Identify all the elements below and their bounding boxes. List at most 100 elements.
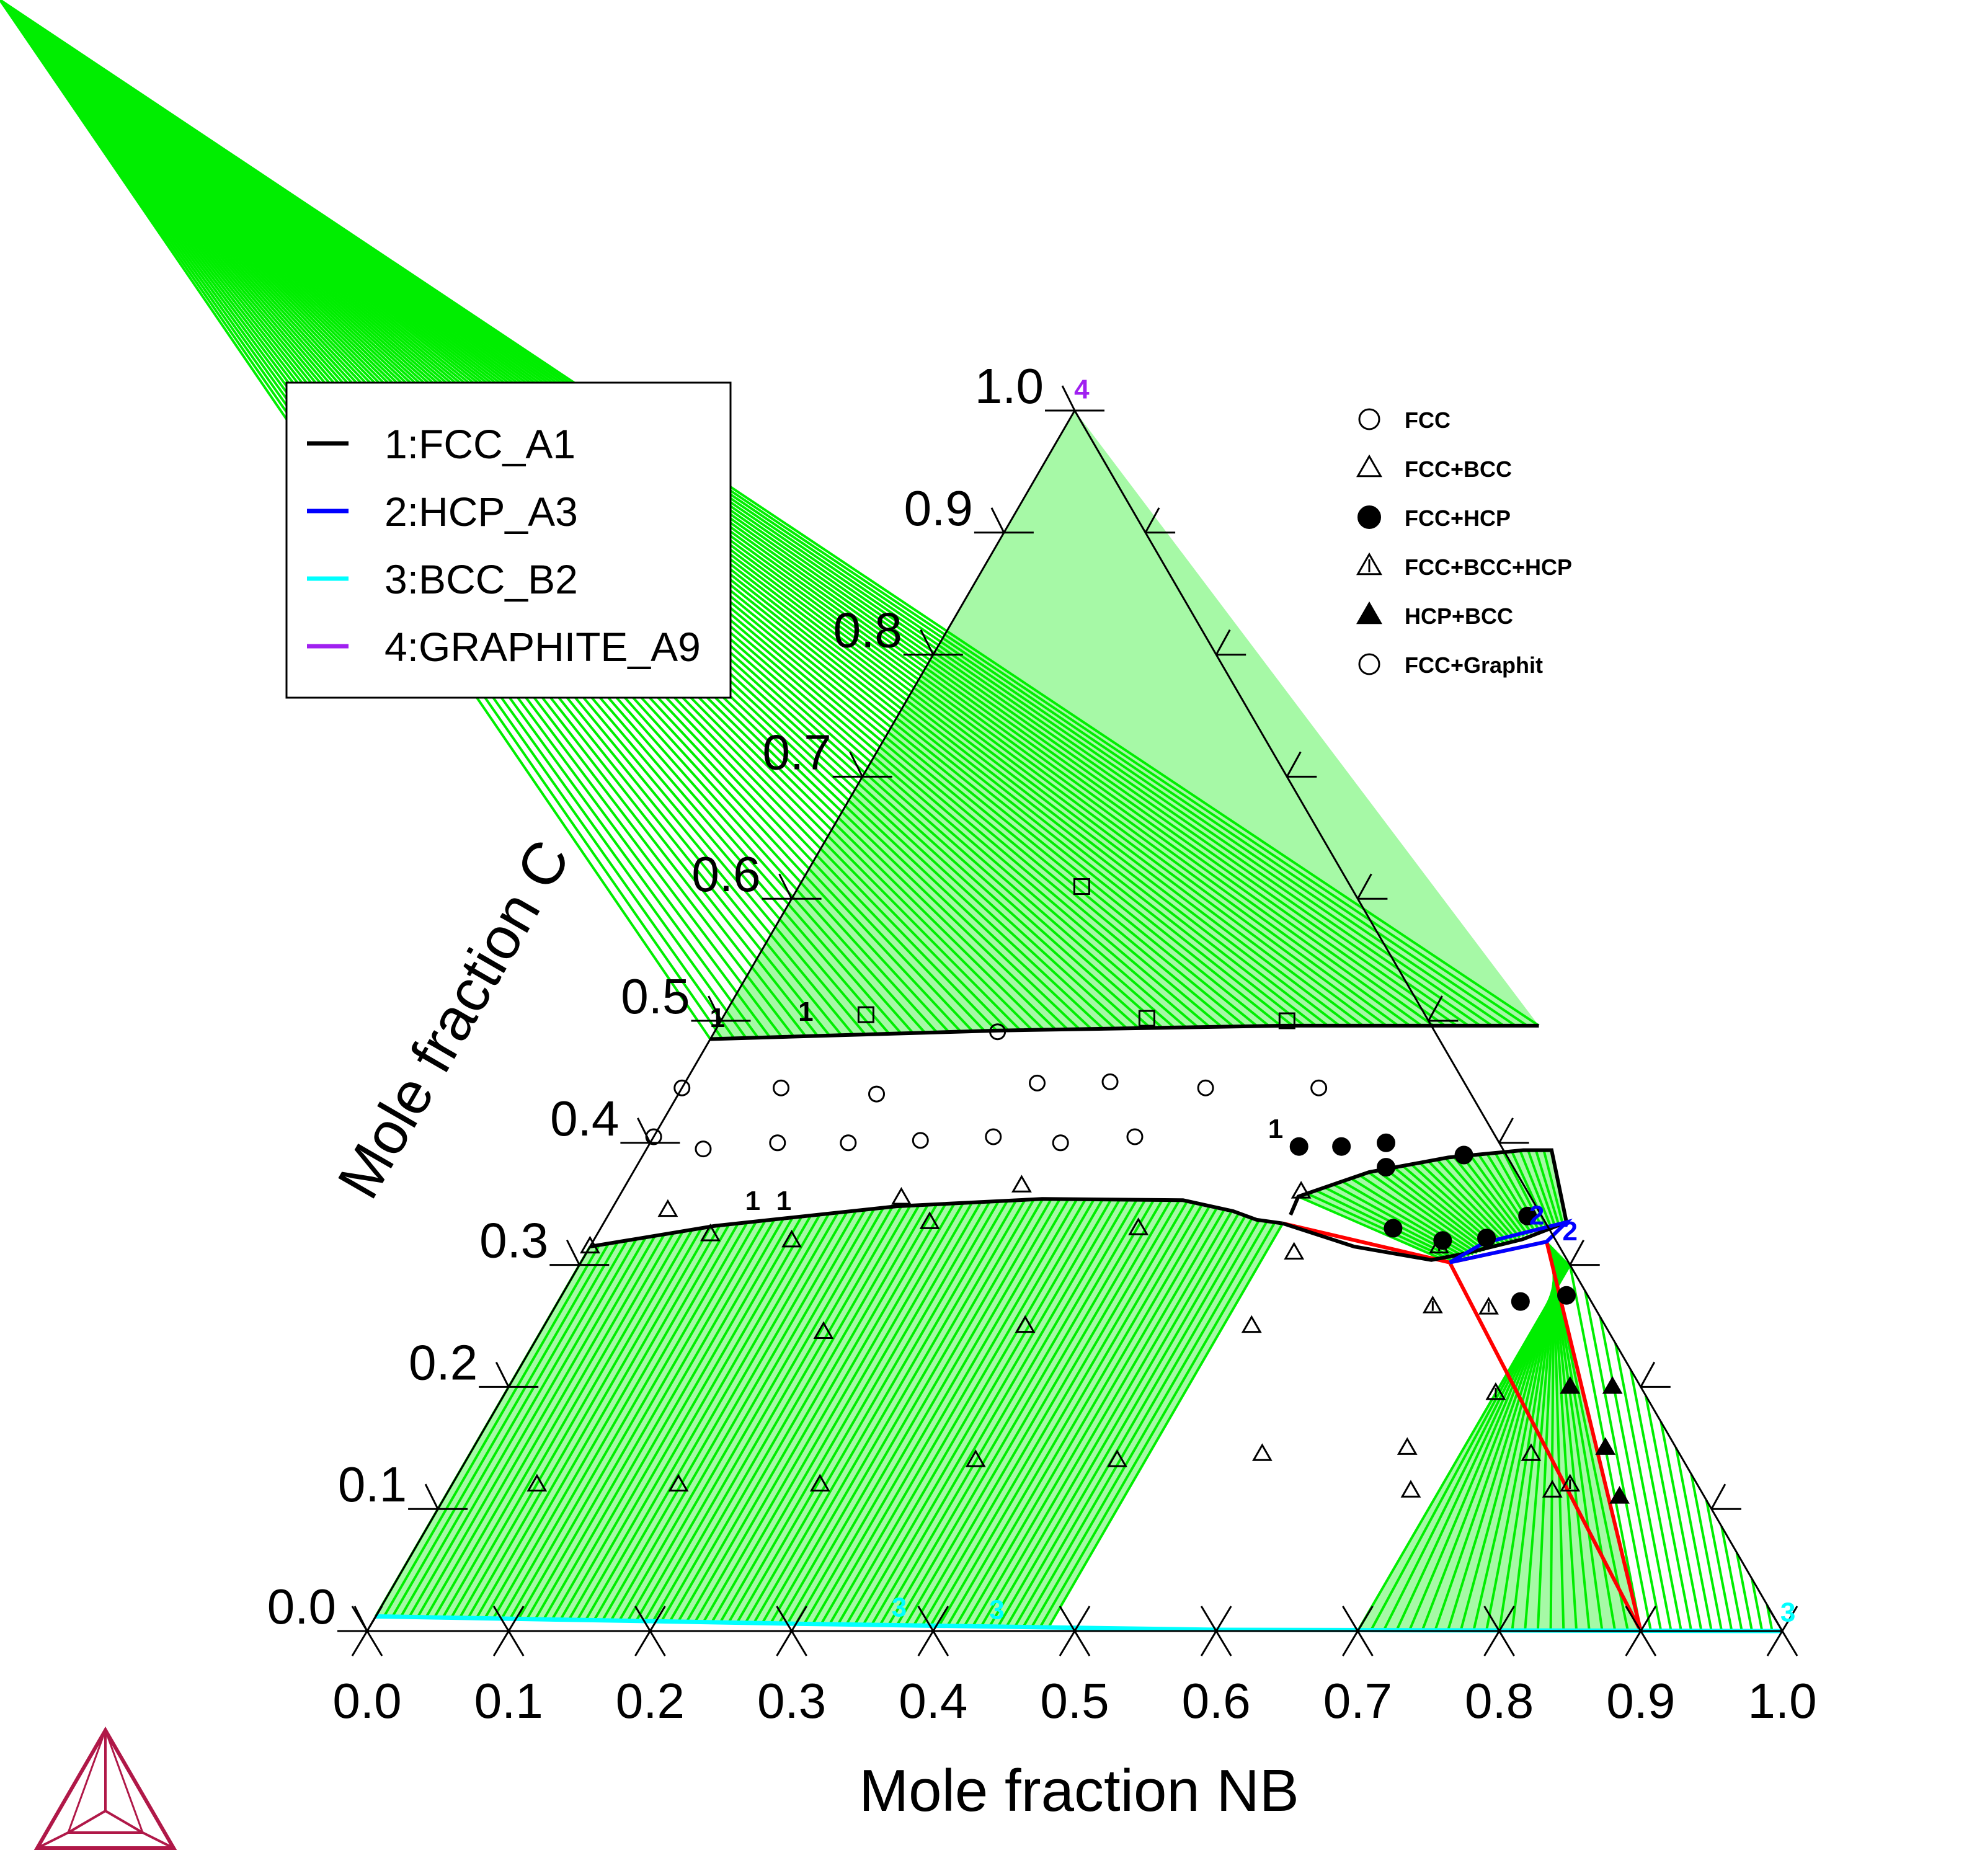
tieline-fcc-bcc [450,1232,675,1619]
tieline-fcc-bcc-fill [375,1199,1283,1628]
tieline-fcc-bcc [576,1215,812,1620]
data-point-circle [695,1140,712,1158]
tieline-fcc-bcc [711,1203,956,1623]
tieline-fcc-bcc [753,1200,1000,1624]
tieline-fcc-hcp [1367,1171,1482,1253]
y-tick-label: 1.0 [975,358,1044,414]
fcc-boundary-lobe [1282,1148,1569,1262]
y-tick-mark [353,1606,368,1632]
tieline-fcc-bcc [534,1219,766,1620]
tieline-fcc-hcp [1385,1168,1490,1250]
tieline-graphite-fcc [0,0,1540,1027]
marker-legend-symbol [1358,653,1380,675]
data-point-fcc-hcp [1377,1158,1396,1177]
tieline-hcp-bcc-edge [1614,1343,1673,1632]
y-axis-label: Mole fraction C [325,829,582,1209]
data-point-triangle-bar [1422,1296,1443,1314]
data-point-triangle [1015,1315,1036,1333]
y-tick-mark [1061,385,1076,411]
tieline-fcc-bcc [593,1212,830,1621]
tieline-fcc-bcc [1005,1215,1246,1627]
data-point-triangle [1107,1449,1127,1467]
data-point-hcp-bcc [1602,1376,1623,1394]
tieline-fcc-bcc [500,1224,731,1619]
tieline-fcc-bcc [694,1203,938,1622]
fcc-boundary-lower [589,1197,1283,1249]
data-point-hcp-bcc [1560,1376,1581,1394]
x-tick-label: 0.1 [474,1673,543,1728]
data-point-triangle [580,1235,600,1254]
data-point-fcc-hcp [1289,1137,1308,1156]
data-point-triangle [526,1474,548,1491]
curve-label: 4 [1074,374,1090,404]
right-tick-mark [1640,1361,1656,1388]
y-tick-mark [708,995,722,1021]
right-tick-mark [1357,873,1372,899]
tieline-fcc-bcc [895,1199,1147,1626]
tieline-fcc-bcc [602,1212,840,1621]
data-point-fcc-hcp [1518,1206,1537,1225]
data-point-circle [1029,1074,1046,1091]
legend-label: 1:FCC_A1 [384,421,575,467]
data-point-fcc-hcp [1384,1219,1403,1238]
y-tick-label: 0.1 [338,1457,407,1512]
tieline-fcc-bcc [660,1205,903,1622]
marker-legend-symbol [1356,601,1382,625]
data-point-triangle [668,1474,689,1491]
tieline-fcc-bcc [938,1200,1189,1627]
x-axis-label: Mole fraction NB [859,1758,1299,1824]
data-point-circle [772,1079,789,1096]
tieline-fcc-bcc [433,1235,657,1618]
data-point-square [1138,1010,1155,1027]
curve-label: 1 [745,1186,760,1216]
tieline-fcc-bcc [963,1205,1211,1627]
data-point-triangle [1291,1181,1312,1199]
tieline-hcp-bcc-edge [1659,1421,1703,1632]
data-point-triangle [891,1186,912,1205]
data-point-circle [769,1134,786,1152]
data-point-triangle [1521,1443,1542,1461]
tieline-graphite-fcc-fill [710,411,1539,1039]
tieline-fcc-bcc [980,1208,1226,1627]
tieline-hcp-bcc-edge [1720,1526,1743,1632]
data-point-fcc-hcp [1557,1286,1576,1305]
data-point-hcp-bcc [1609,1486,1630,1504]
tieline-fcc-hcp [1436,1158,1513,1242]
x-tick-label: 0.3 [757,1673,826,1728]
tieline-fcc-bcc [1039,1221,1276,1628]
tieline-fcc-hcp [1527,1149,1557,1227]
y-tick-label: 0.7 [762,724,831,780]
x-tick-mark [634,1606,666,1656]
data-point-triangle [1128,1217,1149,1235]
marker-legend-symbol [1357,505,1381,529]
marker-legend-label: HCP+BCC [1405,603,1513,629]
tieline-fcc-bcc [408,1240,629,1618]
data-point-triangle [781,1229,802,1248]
tieline-fcc-hcp [1427,1160,1509,1243]
x-tick-mark [1200,1606,1232,1656]
x-tick-mark [1766,1606,1798,1656]
tieline-fcc-bcc [971,1207,1219,1627]
marker-legend-label: FCC+HCP [1405,505,1511,531]
data-point-triangle [1400,1480,1421,1498]
x-tick-label: 0.5 [1040,1673,1109,1728]
tieline-fcc-bcc [652,1206,894,1622]
tieline-fcc-bcc [997,1212,1240,1627]
hcp-boundary [1449,1219,1573,1265]
legend-label: 4:GRAPHITE_A9 [384,624,701,670]
x-tick-label: 0.0 [332,1673,401,1728]
data-point-triangle [1241,1315,1262,1333]
tieline-hcp-bcc [1356,1264,1571,1632]
tieline-fcc-bcc [736,1201,982,1623]
data-point-circle [868,1085,886,1103]
right-tick-mark [1498,1118,1514,1144]
tieline-hcp-bcc-edge [1644,1395,1693,1632]
tieline-fcc-bcc [543,1219,776,1620]
tieline-fcc-bcc [492,1224,721,1619]
tieline-fcc-bcc [559,1217,794,1620]
tieline-fcc-bcc [509,1222,740,1619]
tieline-fcc-bcc [391,1243,610,1617]
tieline-fcc-bcc [626,1209,866,1622]
tieline-hcp-bcc [1548,1245,1604,1632]
tieline-fcc-bcc [887,1199,1138,1625]
